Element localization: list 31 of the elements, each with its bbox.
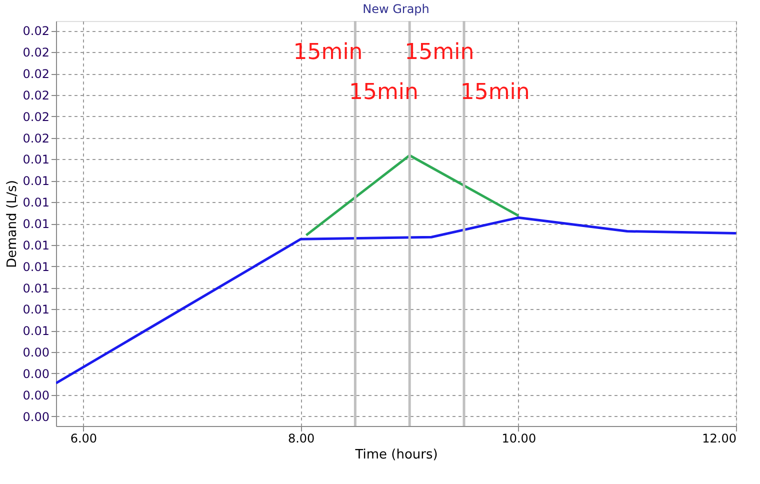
y-tick-label: 0.00: [22, 346, 50, 360]
annotation: 15min: [293, 40, 363, 65]
line-series: [56, 216, 736, 384]
x-tick-label: 8.00: [288, 432, 315, 446]
y-tick-label: 0.02: [22, 67, 50, 82]
y-tick-label: 0.00: [22, 366, 50, 381]
y-tick-label: 0.00: [22, 410, 50, 424]
x-tick-label: 10.00: [502, 432, 536, 446]
x-tick-label: 6.00: [70, 432, 98, 446]
annotation: 15min: [348, 80, 418, 105]
y-tick-label: 0.01: [22, 238, 50, 252]
x-axis-title: Time (hours): [354, 448, 438, 462]
chart-title: New Graph: [362, 2, 430, 16]
y-tick-label: 0.01: [22, 302, 50, 317]
y-tick-label: 0.01: [22, 174, 50, 188]
y-tick-label: 0.01: [22, 196, 50, 210]
y-tick-label: 0.02: [22, 110, 50, 124]
y-tick-label: 0.02: [22, 88, 50, 102]
annotation: 15min: [404, 40, 474, 65]
y-axis-title: Demand (L/s): [4, 180, 20, 268]
y-tick-label: 0.01: [22, 260, 50, 274]
y-tick-label: 0.02: [22, 46, 50, 60]
annotation: 15min: [460, 80, 530, 105]
y-tick-label: 0.02: [22, 24, 50, 38]
y-tick-label: 0.01: [22, 324, 50, 338]
y-tick-label: 0.02: [22, 131, 50, 146]
y-tick-label: 0.00: [22, 388, 50, 402]
y-tick-label: 0.01: [22, 152, 50, 167]
x-tick-label: 12.00: [702, 432, 736, 446]
y-tick-label: 0.01: [22, 217, 50, 231]
y-tick-label: 0.01: [22, 281, 50, 296]
